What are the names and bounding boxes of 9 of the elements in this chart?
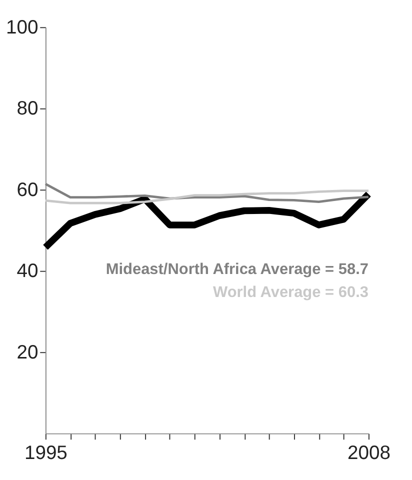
line-series	[44, 190, 370, 204]
y-tick-label: 20	[16, 341, 38, 364]
x-tick-label: 2008	[347, 442, 390, 464]
text: Mideast/North Africa Average = 58.7	[106, 260, 368, 278]
y-tick-label: 80	[16, 98, 38, 120]
x-tick-label: 1995	[24, 442, 68, 464]
y-tick-label: 40	[16, 260, 38, 282]
y-tick-label: 100	[6, 16, 38, 38]
y-tick-label: 60	[16, 178, 38, 201]
